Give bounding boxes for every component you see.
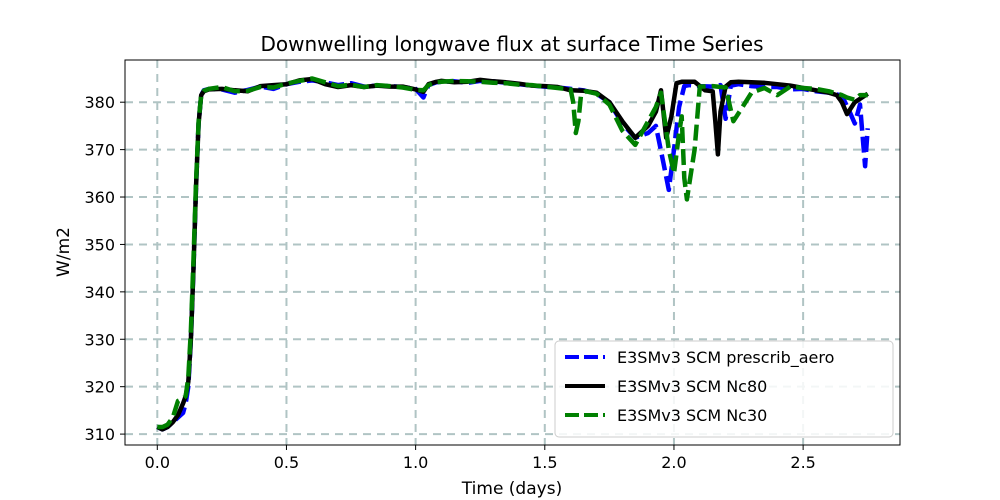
legend-label-nc80: E3SMv3 SCM Nc80 (617, 377, 767, 396)
legend-box (554, 340, 894, 438)
y-tick-label: 360 (84, 188, 115, 207)
series-layer (156, 76, 870, 432)
chart-title: Downwelling longwave flux at surface Tim… (260, 32, 763, 56)
x-axis: 0.0 0.5 1.0 1.5 2.0 2.5 (145, 445, 816, 472)
y-axis: 310 320 330 340 350 360 370 380 (84, 93, 125, 444)
legend: E3SMv3 SCM prescrib_aero E3SMv3 SCM Nc80… (554, 340, 894, 438)
legend-label-prescrib-aero: E3SMv3 SCM prescrib_aero (617, 348, 834, 368)
y-tick-label: 370 (84, 141, 115, 160)
y-tick-label: 340 (84, 283, 115, 302)
plot-frame (124, 59, 901, 446)
x-tick-label: 2.0 (661, 453, 686, 472)
x-tick-label: 0.0 (145, 453, 170, 472)
x-tick-label: 2.5 (790, 453, 815, 472)
y-tick-label: 310 (84, 425, 115, 444)
x-tick-label: 1.5 (532, 453, 557, 472)
series-line-nc30 (157, 76, 868, 430)
x-tick-label: 0.5 (274, 453, 299, 472)
y-tick-label: 320 (84, 378, 115, 397)
y-tick-label: 350 (84, 235, 115, 254)
y-tick-label: 380 (84, 93, 115, 112)
y-tick-label: 330 (84, 330, 115, 349)
y-axis-label: W/m2 (54, 227, 74, 277)
x-axis-label: Time (days) (461, 479, 562, 499)
x-tick-label: 1.0 (403, 453, 428, 472)
legend-label-nc30: E3SMv3 SCM Nc30 (617, 406, 767, 425)
